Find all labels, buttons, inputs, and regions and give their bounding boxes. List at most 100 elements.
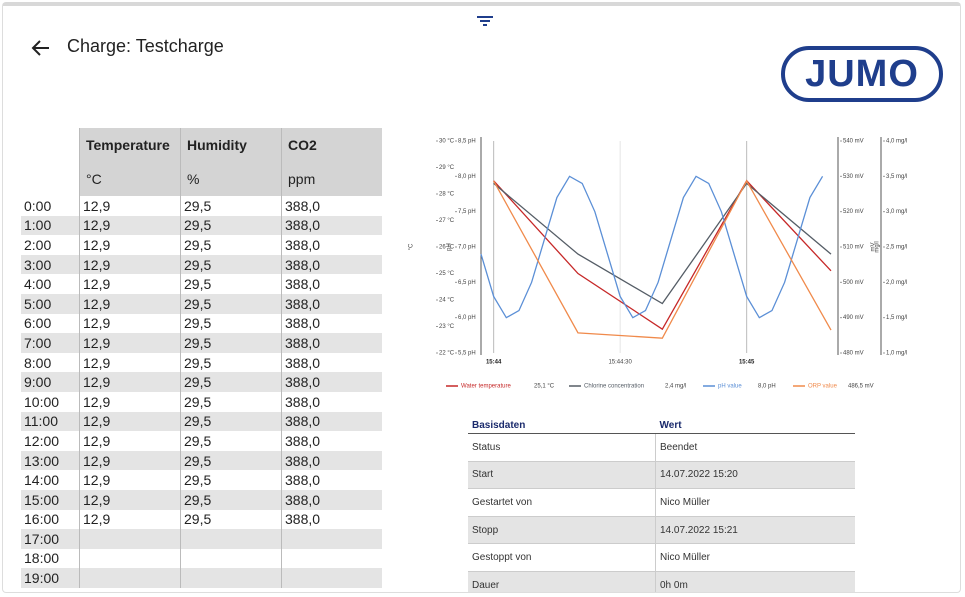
y-tick-label: 7,0 pH [458, 245, 476, 251]
table-row: 13:00 12,9 29,5 388,0 [21, 450, 382, 471]
table-cell: 388,0 [281, 333, 382, 353]
table-cell: 12,9 [79, 450, 181, 471]
table-cell: 388,0 [281, 196, 382, 216]
y-tick-label: 500 mV [843, 280, 864, 286]
header-cell: Basisdaten [468, 417, 656, 434]
info-row: Gestartet von Nico Müller [468, 488, 855, 517]
axis-title: pH [447, 243, 453, 251]
info-cell: Stopp [468, 516, 656, 545]
info-cell: Nico Müller [655, 488, 855, 517]
table-row: 3:00 12,9 29,5 388,0 [21, 254, 382, 275]
time-cell: 15:00 [21, 489, 80, 510]
y-tick-label: 540 mV [843, 139, 864, 145]
axis-title: mV [871, 243, 877, 252]
legend-name: Water temperature [461, 384, 511, 390]
table-row: 0:00 12,9 29,5 388,0 [21, 196, 382, 216]
back-button[interactable] [29, 38, 51, 58]
table-cell: 29,5 [180, 333, 282, 353]
info-row: Start 14.07.2022 15:20 [468, 461, 855, 490]
info-row: Gestoppt von Nico Müller [468, 543, 855, 572]
table-cell: 388,0 [281, 215, 382, 236]
table-cell: 29,5 [180, 293, 282, 314]
y-tick-label: 490 mV [843, 315, 864, 321]
y-tick-label: 6,5 pH [458, 280, 476, 286]
y-tick-label: 1,0 mg/l [886, 351, 907, 357]
y-tick-label: 7,5 pH [458, 209, 476, 215]
table-row: 11:00 12,9 29,5 388,0 [21, 411, 382, 432]
table-cell: 388,0 [281, 489, 382, 510]
table-cell: 388,0 [281, 431, 382, 451]
table-cell: 29,5 [180, 372, 282, 392]
time-cell: 4:00 [24, 276, 52, 293]
table-cell: 29,5 [180, 470, 282, 490]
table-cell: 12,9 [79, 352, 181, 373]
info-cell: Start [468, 461, 656, 490]
legend-value: 8,0 pH [758, 384, 776, 390]
time-cell: 2:00 [24, 236, 52, 253]
table-row: 9:00 12,9 29,5 388,0 [21, 372, 382, 392]
y-tick-label: 3,5 mg/l [886, 174, 907, 180]
table-cell: 12,9 [79, 254, 181, 275]
table-cell [79, 529, 181, 549]
table-cell [180, 529, 282, 549]
x-tick-label: 15:45 [739, 360, 755, 366]
table-cell [180, 548, 282, 569]
time-cell: 9:00 [21, 372, 80, 392]
table-cell: 12,9 [79, 274, 181, 294]
legend-name: ORP value [808, 384, 838, 390]
table-cell [79, 568, 181, 588]
table-cell: 388,0 [281, 372, 382, 392]
filter-icon[interactable] [475, 14, 495, 28]
logo: JUMO [781, 46, 943, 102]
table-row: 1:00 12,9 29,5 388,0 [21, 215, 382, 236]
table-row: 2:00 12,9 29,5 388,0 [21, 235, 382, 255]
header-row: °C% ppm [21, 162, 382, 196]
info-cell: Dauer [468, 571, 656, 592]
table-cell: 388,0 [281, 391, 382, 412]
header-cell: Humidity [180, 128, 282, 162]
table-cell: 388,0 [281, 509, 382, 530]
header-row: Temperature Humidity CO2 [21, 128, 382, 162]
info-cell: 14.07.2022 15:21 [655, 516, 855, 545]
y-tick-label: 24 °C [439, 298, 455, 304]
corner-cell [21, 128, 80, 162]
table-cell [79, 548, 181, 569]
chart: 15:44 15:44:30 15:45 22 °C 23 °C 24 °C 25 °C 26… [409, 137, 907, 390]
table-cell: 12,9 [79, 235, 181, 255]
time-cell: 3:00 [21, 254, 80, 275]
y-tick-label: 28 °C [439, 192, 455, 198]
table-cell: 29,5 [180, 411, 282, 432]
time-cell: 17:00 [21, 529, 80, 549]
info-cell: 14.07.2022 15:20 [655, 461, 855, 490]
header-cell: % [180, 162, 282, 196]
info-row: Dauer 0h 0m [468, 571, 855, 592]
y-tick-label: 530 mV [843, 174, 864, 180]
table-row: 17:00 [21, 529, 382, 549]
series-line [493, 179, 832, 339]
info-row: Stopp 14.07.2022 15:21 [468, 516, 855, 545]
table-cell: 12,9 [79, 313, 181, 334]
header-cell: CO2 [281, 128, 382, 162]
y-tick-label: 23 °C [439, 324, 455, 330]
table-cell [281, 548, 382, 569]
table-cell: 12,9 [79, 391, 181, 412]
table-cell: 29,5 [180, 274, 282, 294]
table-row: 5:00 12,9 29,5 388,0 [21, 293, 382, 314]
info-cell: 0h 0m [655, 571, 855, 592]
legend-value: 25,1 °C [534, 384, 555, 390]
table-cell: 29,5 [180, 313, 282, 334]
time-cell: 19:00 [21, 568, 80, 588]
time-cell: 18:00 [24, 550, 60, 567]
table-cell: 12,9 [79, 215, 181, 236]
table-cell: 29,5 [180, 215, 282, 236]
y-tick-label: 4,0 mg/l [886, 139, 907, 145]
table-cell: 12,9 [79, 372, 181, 392]
axis-title: mg/l [875, 241, 881, 252]
table-row: 7:00 12,9 29,5 388,0 [21, 333, 382, 353]
table-cell: 12,9 [79, 333, 181, 353]
y-tick-label: 2,5 mg/l [886, 245, 907, 251]
table-row: 19:00 [21, 568, 382, 588]
header-cell: Wert [655, 417, 855, 434]
table-cell [281, 568, 382, 588]
table-cell: 12,9 [79, 411, 181, 432]
